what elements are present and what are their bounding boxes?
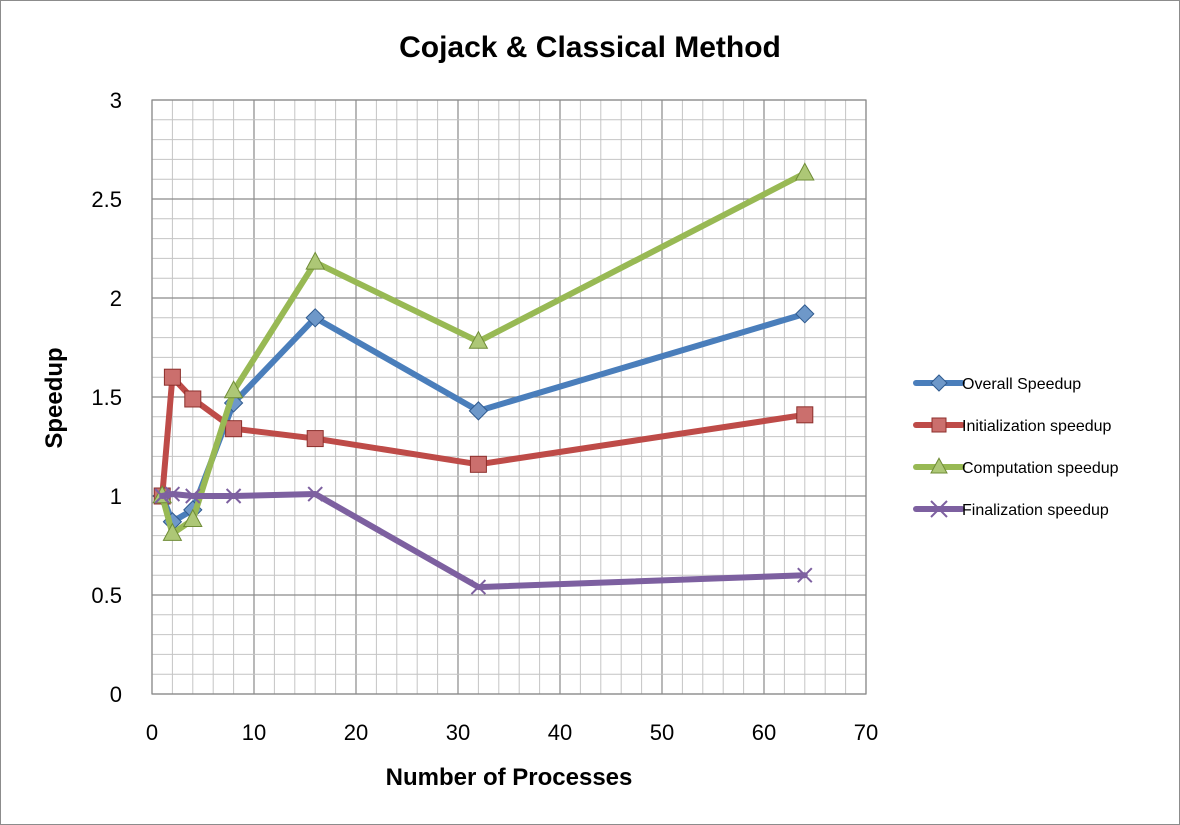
data-point	[163, 368, 181, 386]
x-tick-label: 70	[854, 720, 878, 745]
legend-item: Overall Speedup	[913, 374, 1081, 393]
data-point	[305, 308, 325, 328]
data-point	[468, 401, 489, 421]
data-point	[182, 508, 203, 528]
series-computation-speedup	[152, 162, 815, 541]
x-tick-label: 20	[344, 720, 368, 745]
y-tick-label: 2.5	[91, 187, 122, 212]
legend-label: Initialization speedup	[962, 418, 1112, 435]
tick-labels: 0 10 20 30 40 50 60 70 0 0.5 1 1.5 2 2.5 3	[91, 88, 878, 745]
legend: Overall Speedup Initialization speedup Com…	[913, 374, 1119, 519]
data-point	[185, 488, 201, 504]
data-point	[794, 162, 815, 181]
data-point	[470, 579, 487, 595]
data-point	[307, 486, 323, 502]
data-point	[162, 522, 183, 541]
x-tick-label: 30	[446, 720, 470, 745]
x-axis-title: Number of Processes	[386, 764, 633, 791]
data-point	[184, 390, 202, 408]
data-point	[468, 330, 489, 349]
data-point	[164, 486, 181, 502]
legend-label: Finalization speedup	[962, 502, 1109, 519]
plot-area-border	[151, 99, 867, 695]
x-tick-label: 10	[242, 720, 266, 745]
x-tick-label: 60	[752, 720, 776, 745]
data-point	[469, 455, 487, 473]
chart-title: Cojack & Classical Method	[399, 31, 781, 64]
data-point	[225, 420, 243, 438]
legend-item: Finalization speedup	[913, 500, 1109, 519]
legend-marker	[930, 500, 948, 518]
y-tick-label: 3	[110, 88, 122, 113]
legend-item: Initialization speedup	[913, 417, 1112, 435]
x-tick-label: 50	[650, 720, 674, 745]
data-point	[796, 406, 814, 424]
series-layer	[152, 162, 815, 595]
y-axis-title: Speedup	[41, 347, 68, 448]
legend-label: Overall Speedup	[962, 376, 1081, 393]
legend-marker	[930, 457, 948, 474]
data-point	[223, 380, 244, 399]
series-line	[159, 491, 808, 591]
data-point	[305, 251, 326, 270]
y-tick-label: 1.5	[91, 385, 122, 410]
y-tick-label: 2	[110, 286, 122, 311]
x-tick-label: 40	[548, 720, 572, 745]
y-tick-label: 0.5	[91, 583, 122, 608]
data-point	[795, 304, 815, 324]
data-point	[797, 567, 813, 583]
legend-item: Computation speedup	[913, 457, 1119, 477]
y-tick-label: 0	[110, 682, 122, 707]
grid	[151, 99, 867, 695]
data-point	[306, 430, 324, 448]
legend-label: Computation speedup	[962, 460, 1119, 477]
y-tick-label: 1	[110, 484, 122, 509]
data-point	[225, 488, 242, 504]
legend-marker	[931, 417, 947, 433]
series-finalization-speedup	[154, 486, 813, 595]
series-line	[159, 170, 808, 537]
x-tick-label: 0	[146, 720, 158, 745]
legend-marker	[930, 374, 948, 392]
